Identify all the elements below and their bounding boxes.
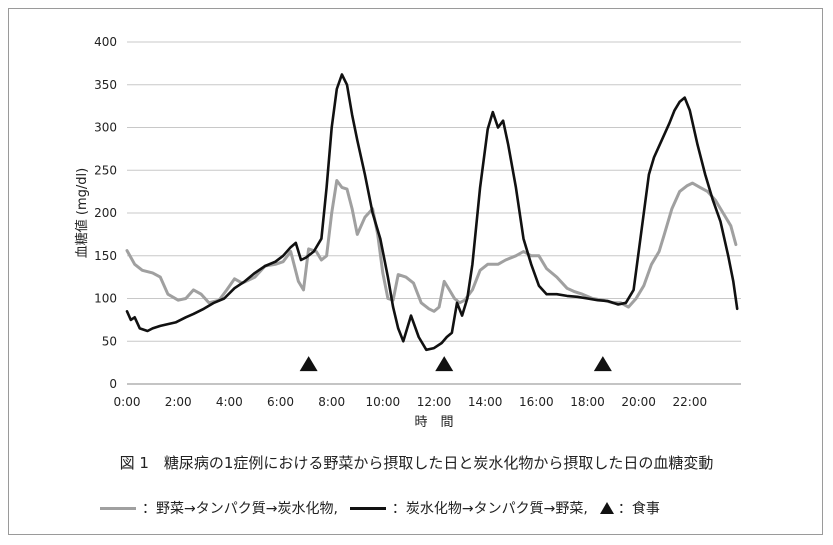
- y-tick-label: 200: [94, 206, 117, 220]
- y-tick-label: 150: [94, 249, 117, 263]
- legend-gray-line-swatch: [100, 506, 136, 510]
- x-tick-label: 10:00: [366, 395, 401, 409]
- meal-marker: [593, 356, 612, 372]
- figure-frame: [8, 8, 823, 535]
- legend-label-meal: ：食事: [617, 501, 660, 517]
- blood-glucose-chart: 0 50 100 150 200 250 300 350 400 0:00 2:00 4:00 6:00…: [74, 35, 741, 430]
- legend-item-vegetable-first: ：野菜→タンパク質→炭水化物,: [100, 498, 338, 518]
- x-tick-label: 4:00: [216, 395, 243, 409]
- y-tick-label: 400: [94, 35, 117, 49]
- x-tick-label: 0:00: [114, 395, 141, 409]
- legend-label-vegetable-first: ：野菜→タンパク質→炭水化物,: [142, 501, 338, 517]
- meal-marker: [435, 356, 454, 372]
- y-tick-label: 300: [94, 121, 117, 135]
- x-tick-label: 8:00: [318, 395, 345, 409]
- series-line-vegetable-first: [125, 179, 738, 313]
- legend: ：野菜→タンパク質→炭水化物, ：炭水化物→タンパク質→野菜, ：食事: [100, 498, 672, 518]
- y-axis-label: 血糖値 (mg/dl): [74, 168, 90, 258]
- y-tick-label: 50: [102, 334, 117, 348]
- legend-item-carb-first: ：炭水化物→タンパク質→野菜,: [349, 498, 588, 518]
- meal-triangle-icon: [599, 502, 614, 514]
- x-tick-label: 20:00: [621, 395, 656, 409]
- legend-black-line-swatch: [349, 506, 386, 510]
- x-tick-label: 12:00: [417, 395, 452, 409]
- y-tick-label: 0: [109, 377, 117, 391]
- x-axis-label: 時 間: [414, 415, 453, 430]
- x-tick-label: 22:00: [673, 395, 708, 409]
- y-tick-label: 100: [94, 292, 117, 306]
- x-tick-label: 2:00: [165, 395, 192, 409]
- meal-marker: [299, 356, 318, 372]
- x-tick-label: 14:00: [468, 395, 503, 409]
- x-tick-label: 6:00: [267, 395, 294, 409]
- x-tick-label: 18:00: [570, 395, 605, 409]
- y-tick-label: 350: [94, 78, 117, 92]
- x-tick-label: 16:00: [519, 395, 554, 409]
- series-line-carb-first: [125, 73, 739, 352]
- legend-label-carb-first: ：炭水化物→タンパク質→野菜,: [391, 501, 588, 517]
- figure-caption: 図 1 糖尿病の1症例における野菜から摂取した日と炭水化物から摂取した日の血糖変…: [119, 454, 714, 472]
- legend-item-meal: ：食事: [599, 498, 660, 518]
- y-tick-label: 250: [94, 163, 117, 177]
